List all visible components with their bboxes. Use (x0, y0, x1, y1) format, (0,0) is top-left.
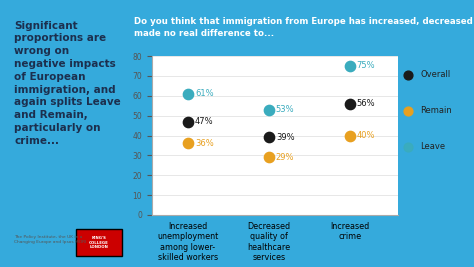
Text: 61%: 61% (195, 89, 214, 98)
Point (265, 135, 273, 140)
Point (265, 108, 273, 112)
Point (184, 141, 192, 146)
FancyBboxPatch shape (76, 229, 122, 257)
Point (346, 101, 354, 106)
Point (404, 73, 412, 77)
Point (346, 64, 354, 68)
Point (265, 155, 273, 159)
Text: 29%: 29% (276, 153, 294, 162)
Text: The Policy Institute, the UK in a
Changing Europe and Ipsos MORI: The Policy Institute, the UK in a Changi… (14, 235, 87, 244)
Text: 47%: 47% (195, 117, 214, 126)
Point (404, 144, 412, 149)
Text: 56%: 56% (356, 99, 375, 108)
Text: Do you think that immigration from Europe has increased, decreased or
made no re: Do you think that immigration from Europ… (134, 17, 474, 38)
Text: 75%: 75% (356, 61, 375, 70)
Text: Remain: Remain (420, 106, 452, 115)
Text: 40%: 40% (356, 131, 375, 140)
Text: Leave: Leave (420, 142, 446, 151)
Text: Overall: Overall (420, 70, 450, 79)
Text: 53%: 53% (276, 105, 294, 114)
Text: KING'S
COLLEGE
LONDON: KING'S COLLEGE LONDON (89, 236, 109, 249)
Point (184, 119, 192, 124)
Text: 39%: 39% (276, 133, 294, 142)
Text: 36%: 36% (195, 139, 214, 148)
Point (346, 134, 354, 138)
Point (404, 109, 412, 113)
Text: Significant
proportions are
wrong on
negative impacts
of European
immigration, a: Significant proportions are wrong on neg… (14, 21, 121, 146)
Point (184, 92, 192, 96)
